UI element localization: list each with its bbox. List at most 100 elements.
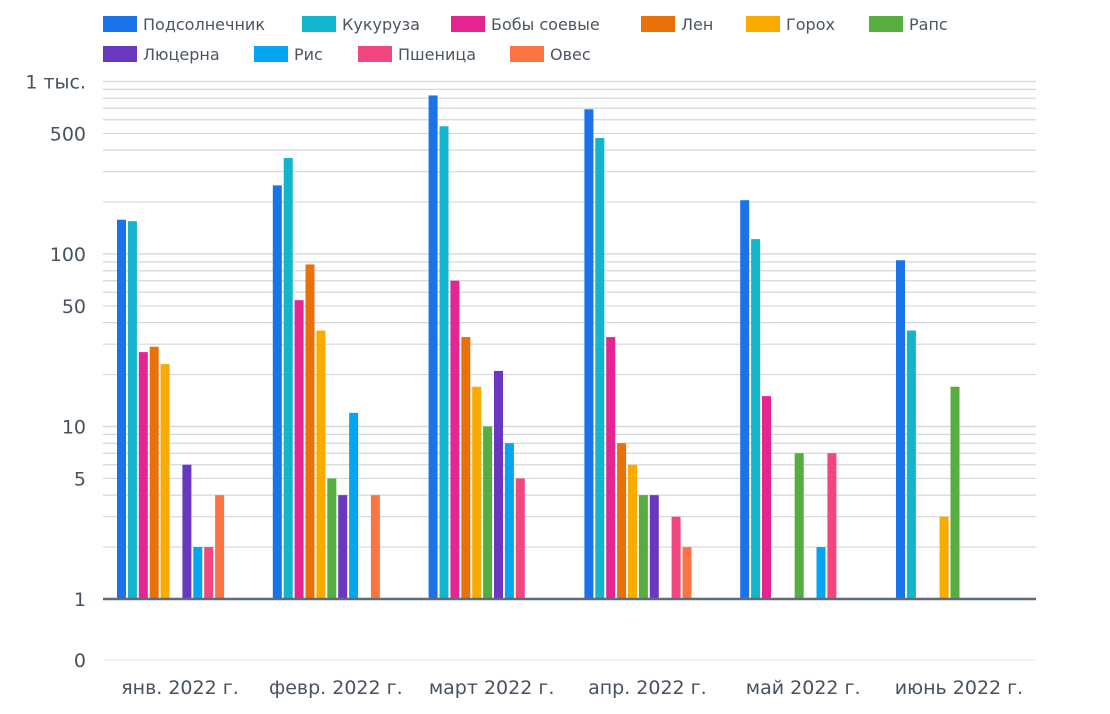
- bar: [682, 547, 692, 599]
- bar: [906, 330, 916, 599]
- legend-swatch: [358, 46, 392, 62]
- bar: [215, 495, 225, 599]
- bar: [305, 264, 315, 599]
- bar: [327, 478, 337, 599]
- bar: [794, 453, 804, 599]
- bars: [103, 95, 1036, 601]
- x-tick-label: янв. 2022 г.: [121, 677, 239, 699]
- y-tick-label: 1: [74, 589, 86, 611]
- bar: [160, 364, 170, 599]
- legend-item-10[interactable]: Овес: [510, 45, 591, 64]
- legend-label: Подсолнечник: [143, 15, 265, 34]
- legend-item-2[interactable]: Кукуруза: [302, 15, 420, 34]
- legend-item-4[interactable]: Лен: [641, 15, 713, 34]
- bar: [671, 516, 681, 599]
- y-tick-label: 50: [62, 296, 86, 318]
- x-axis: янв. 2022 г. февр. 2022 г. март 2022 г. апр…: [121, 677, 1023, 699]
- bar-group-6: [896, 260, 960, 599]
- bar: [595, 138, 605, 600]
- bar: [439, 126, 449, 599]
- bar: [428, 95, 438, 599]
- bar: [494, 370, 503, 599]
- bar: [504, 443, 514, 599]
- bar-group-4: [584, 109, 692, 600]
- bar: [338, 495, 348, 599]
- bar: [740, 200, 750, 599]
- y-tick-label: 10: [62, 417, 86, 439]
- x-tick-label: февр. 2022 г.: [269, 677, 403, 699]
- bar: [483, 426, 493, 599]
- bar: [896, 260, 905, 599]
- legend-swatch: [869, 16, 903, 32]
- bar-group-3: [428, 95, 525, 599]
- bar: [617, 443, 627, 599]
- y-tick-label: 5: [74, 468, 86, 490]
- legend-swatch: [510, 46, 544, 62]
- bar: [294, 300, 304, 599]
- bar: [283, 158, 293, 599]
- legend-swatch: [302, 16, 336, 32]
- legend-item-3[interactable]: Бобы соевые: [451, 15, 600, 34]
- bar: [461, 337, 471, 599]
- bar: [638, 495, 648, 599]
- legend-item-5[interactable]: Горох: [746, 15, 835, 34]
- bar: [584, 109, 594, 600]
- legend-label: Лен: [681, 15, 713, 34]
- legend-label: Овес: [550, 45, 591, 64]
- legend-swatch: [746, 16, 780, 32]
- bar: [204, 547, 214, 599]
- y-axis: 0 1 5 10 50 100 500 1 тыс.: [25, 72, 86, 673]
- legend-label: Рис: [294, 45, 323, 64]
- legend-item-9[interactable]: Пшеница: [358, 45, 476, 64]
- bar: [472, 386, 482, 599]
- bar: [149, 346, 159, 599]
- bar: [950, 386, 960, 599]
- bar: [816, 547, 826, 599]
- legend: Подсолнечник Кукуруза Бобы соевые Лен Горох Р…: [103, 15, 948, 64]
- bar: [138, 352, 148, 599]
- bar-group-2: [272, 158, 380, 599]
- x-tick-label: июнь 2022 г.: [895, 677, 1023, 699]
- bar: [827, 453, 837, 599]
- legend-label: Пшеница: [398, 45, 476, 64]
- legend-label: Горох: [786, 15, 835, 34]
- bar: [349, 412, 359, 599]
- legend-item-6[interactable]: Рапс: [869, 15, 948, 34]
- bar: [450, 280, 460, 599]
- legend-swatch: [103, 46, 137, 62]
- x-tick-label: май 2022 г.: [746, 677, 861, 699]
- legend-item-8[interactable]: Рис: [254, 45, 323, 64]
- legend-swatch: [641, 16, 675, 32]
- y-tick-label: 0: [74, 650, 86, 672]
- bar: [751, 239, 761, 599]
- bar-group-1: [117, 219, 225, 599]
- legend-item-7[interactable]: Люцерна: [103, 45, 220, 64]
- legend-item-1[interactable]: Подсолнечник: [103, 15, 265, 34]
- bar: [182, 464, 192, 599]
- bar: [127, 221, 137, 599]
- y-tick-label: 100: [50, 244, 86, 266]
- bar: [649, 495, 659, 599]
- legend-swatch: [254, 46, 288, 62]
- bar-group-5: [740, 200, 837, 599]
- bar: [370, 495, 380, 599]
- legend-label: Бобы соевые: [491, 15, 600, 34]
- bar: [606, 337, 616, 599]
- bar: [272, 185, 282, 599]
- legend-label: Рапс: [909, 15, 948, 34]
- y-tick-label: 500: [50, 123, 86, 145]
- bar: [515, 478, 525, 599]
- x-tick-label: март 2022 г.: [429, 677, 555, 699]
- bar: [117, 219, 126, 599]
- legend-swatch: [103, 16, 137, 32]
- bar: [762, 396, 771, 599]
- legend-label: Люцерна: [143, 45, 220, 64]
- y-tick-label: 1 тыс.: [25, 72, 86, 94]
- x-tick-label: апр. 2022 г.: [588, 677, 707, 699]
- bar: [316, 330, 326, 599]
- gridlines: [103, 80, 1036, 661]
- bar: [628, 464, 637, 599]
- bar: [193, 547, 203, 599]
